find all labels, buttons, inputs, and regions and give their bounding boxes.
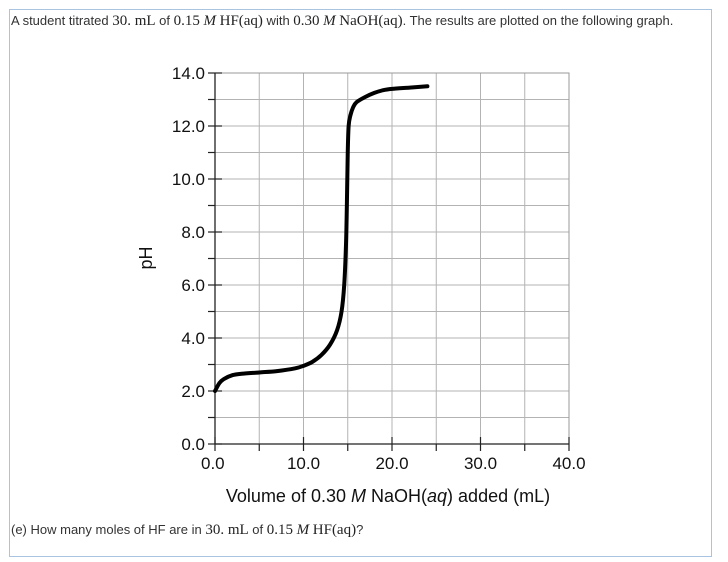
intro-suffix: . The results are plotted on the followi…	[402, 13, 674, 28]
x-axis-label-part: Volume of 0.30	[226, 486, 351, 506]
x-tick-label: 30.0	[464, 454, 497, 473]
x-axis-label-part: aq	[427, 486, 447, 506]
y-tick-label: 2.0	[181, 382, 205, 401]
x-tick-label: 20.0	[375, 454, 408, 473]
x-tick-label: 40.0	[552, 454, 585, 473]
intro-volume: 30. mL	[112, 13, 156, 29]
y-tick-label: 14.0	[172, 64, 205, 83]
x-axis-label: Volume of 0.30 M NaOH(aq) added (mL)	[226, 486, 550, 506]
question-acid: HF(aq)	[312, 522, 357, 538]
question-prefix: (e) How many moles of HF are in	[11, 522, 206, 537]
intro-acid: HF(aq)	[219, 13, 263, 29]
intro-base: NaOH(aq)	[339, 13, 403, 29]
question-concentration: 0.15	[266, 522, 294, 538]
y-tick-label: 6.0	[181, 276, 205, 295]
x-tick-label: 10.0	[287, 454, 320, 473]
problem-frame	[9, 9, 712, 557]
intro-molarity-unit: M	[203, 13, 216, 29]
intro-of: of	[155, 13, 174, 28]
chart-tick-labels: 0.0 2.0 4.0 6.0 8.0 10.0 12.0 14.0 0.0 10.0 20.0 30…	[172, 64, 586, 473]
x-axis-label-part: NaOH(	[366, 486, 427, 506]
chart-grid	[214, 72, 570, 445]
question-of: of	[248, 522, 267, 537]
intro-acid-concentration: 0.15	[173, 13, 200, 29]
intro-with: with	[262, 13, 294, 28]
intro-prefix: A student titrated	[11, 13, 113, 28]
intro-base-concentration: 0.30	[293, 13, 320, 29]
y-tick-label: 12.0	[172, 117, 205, 136]
y-tick-label: 8.0	[181, 223, 205, 242]
chart-series	[213, 84, 430, 393]
titration-curve	[213, 84, 430, 393]
x-axis-label-part: M	[351, 486, 366, 506]
x-tick-label: 0.0	[201, 454, 225, 473]
intro-molarity-unit-2: M	[323, 13, 336, 29]
y-tick-label: 10.0	[172, 170, 205, 189]
chart-ticks	[208, 72, 570, 451]
question-suffix: ?	[356, 522, 364, 537]
x-axis-label-part: ) added (mL)	[447, 486, 550, 506]
y-tick-label: 0.0	[181, 435, 205, 454]
problem-intro: A student titrated 30. mL of 0.15 M HF(a…	[11, 12, 701, 30]
y-tick-label: 4.0	[181, 329, 205, 348]
y-axis-label: pH	[136, 246, 156, 269]
question-volume: 30. mL	[205, 522, 249, 538]
question-molarity-unit: M	[296, 522, 310, 538]
question-e: (e) How many moles of HF are in 30. mL o…	[11, 521, 363, 539]
